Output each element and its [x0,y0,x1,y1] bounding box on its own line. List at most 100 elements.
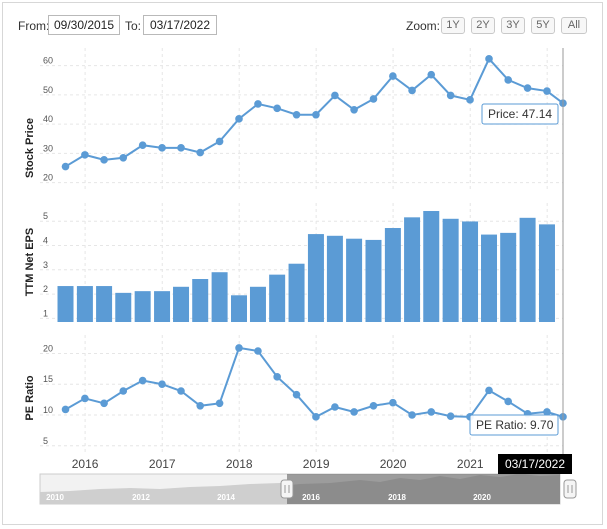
navigator-year-label: 2016 [302,493,320,502]
pe-point [408,411,416,419]
pe-point [100,399,108,408]
eps-bar [346,238,363,322]
navigator-year-label: 2020 [473,493,491,502]
price-point [119,153,128,162]
eps-bar [173,286,190,322]
pe-point [350,408,358,416]
to-date-input[interactable]: 03/17/2022 [143,15,217,35]
eps-bar [538,224,555,322]
y-tick-label: 3 [43,260,48,270]
pe-point [504,397,512,406]
eps-bar [115,292,132,322]
price-point [273,104,281,113]
pe-point [235,344,243,352]
pe-tooltip-text: PE Ratio: 9.70 [476,418,554,432]
y-tick-label: 2 [43,284,48,294]
price-point [331,91,339,100]
y-tick-label: 60 [43,56,53,66]
eps-bar [134,291,151,322]
eps-bar [154,291,171,322]
pe-point [485,386,493,395]
navigator-year-label: 2014 [217,493,235,502]
x-tick-label: 2019 [303,457,330,471]
navigator-selection[interactable] [287,474,560,504]
eps-bar [211,272,228,322]
eps-bar [442,218,459,322]
eps-bar [76,286,93,322]
y-tick-label: 20 [43,343,53,353]
price-point [543,87,551,95]
pe-point [427,408,436,416]
pe-point [389,398,397,407]
price-point [312,110,320,119]
price-point [138,141,147,150]
eps-bar [384,228,401,322]
pe-point [543,408,551,416]
y-tick-label: 20 [43,173,53,183]
navigator-year-label: 2010 [46,493,64,502]
eps-bar [462,221,479,322]
x-tick-label: 2021 [457,457,484,471]
pe-point [273,373,281,381]
y-tick-label: 50 [43,85,53,95]
eps-bar [57,286,74,322]
eps-bar [192,279,209,322]
pe-point [369,401,378,410]
y-tick-label: 4 [43,236,48,246]
pe-point [81,394,89,403]
date-tooltip: 03/17/2022 [498,454,572,474]
price-point [158,144,166,152]
zoom-all-button[interactable]: All [561,17,587,34]
price-point [177,144,185,152]
navigator[interactable]: 2010 2012 2014 2016 2018 2020 [39,473,577,505]
zoom-5y-button[interactable]: 5Y [531,17,555,34]
x-tick-label: 2017 [149,457,176,471]
zoom-label: Zoom: [406,19,441,33]
y-tick-label: 30 [43,143,53,153]
eps-bar [230,295,247,322]
zoom-1y-button[interactable]: 1Y [441,17,465,34]
from-label: From: [18,19,50,33]
eps-bars [57,211,555,322]
navigator-left-handle[interactable] [280,479,294,499]
price-point [389,72,397,80]
price-tooltip: Price: 47.14 [481,103,559,125]
price-point [235,115,243,123]
pe-point [138,376,147,385]
x-tick-label: 2018 [226,457,253,471]
eps-bar [326,235,343,322]
eps-bar [365,239,382,322]
pe-point [292,390,301,399]
price-point [61,162,70,171]
y-tick-label: 10 [43,405,53,415]
price-point [81,151,89,159]
y-tick-label: 5 [43,436,48,446]
price-point [485,55,493,63]
price-point [446,91,455,100]
pe-point [254,347,262,355]
eps-bar [288,263,305,322]
zoom-3y-button[interactable]: 3Y [501,17,525,34]
pe-tooltip: PE Ratio: 9.70 [469,414,559,436]
price-point [369,95,378,103]
y-tick-label: 15 [43,374,53,384]
eps-axis-label: TTM Net EPS [24,228,36,296]
eps-bar [519,217,536,322]
eps-bar [481,234,498,322]
navigator-right-handle[interactable] [563,479,577,499]
zoom-2y-button[interactable]: 2Y [471,17,495,34]
price-point [100,156,108,164]
pe-point [446,412,455,421]
pe-point [215,399,224,408]
x-tick-label: 2020 [380,457,407,471]
date-tooltip-text: 03/17/2022 [505,457,565,471]
eps-bar [269,274,286,322]
stock-price-axis-label: Stock Price [24,118,36,178]
from-date-input[interactable]: 09/30/2015 [48,15,120,35]
pe-ratio-axis-label: PE Ratio [24,375,36,421]
navigator-year-label: 2012 [132,493,150,502]
eps-bar [96,286,113,322]
price-tooltip-text: Price: 47.14 [488,107,552,121]
price-point [504,76,512,84]
